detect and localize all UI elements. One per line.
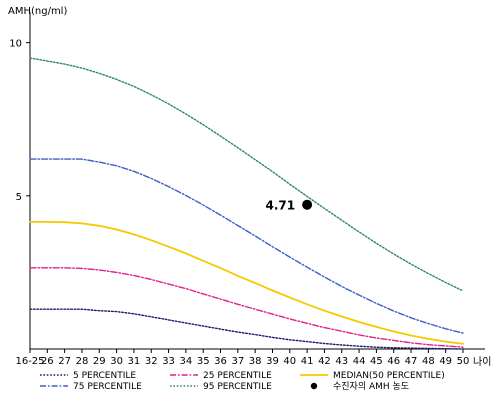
x-tick-label: 16-25 [15, 356, 44, 367]
patient-amh-marker [302, 199, 313, 210]
x-tick-label: 49 [439, 356, 452, 367]
legend-label: 25 PERCENTILE [203, 371, 272, 381]
x-tick-label: 47 [405, 356, 418, 367]
x-tick-label: 31 [128, 356, 141, 367]
series-line-75-percentile [29, 158, 464, 334]
x-tick-label: 29 [93, 356, 106, 367]
x-tick-label: 30 [110, 356, 123, 367]
legend-label: 75 PERCENTILE [73, 382, 142, 392]
x-tick-label: 33 [162, 356, 175, 367]
x-tick-label: 45 [370, 356, 383, 367]
x-tick-label: 40 [283, 356, 296, 367]
x-axis-title: 나이 [473, 356, 491, 368]
x-tick-label: 46 [387, 356, 400, 367]
x-tick-label: 37 [231, 356, 244, 367]
x-tick-label: 28 [76, 356, 89, 367]
legend-item: 75 PERCENTILE [40, 382, 142, 392]
annotation-layer: 4.71 [266, 199, 313, 213]
x-tick-label: 34 [180, 356, 193, 367]
legend-item: 5 PERCENTILE [40, 371, 136, 381]
legend-item: MEDIAN(50 PERCENTILE) [300, 371, 445, 381]
legend-item: 수진자의 AMH 농도 [310, 381, 409, 392]
x-tick-label: 44 [353, 356, 366, 367]
x-tick-label: 41 [301, 356, 314, 367]
legend-swatch-marker [310, 382, 318, 390]
x-tick-label: 42 [318, 356, 331, 367]
x-tick-label: 48 [422, 356, 435, 367]
series-layer [29, 57, 464, 350]
legend-label: 5 PERCENTILE [73, 371, 136, 381]
legend: 5 PERCENTILE 25 PERCENTILE MEDIAN(50 PERCE… [40, 371, 445, 392]
x-tick-label: 27 [58, 356, 71, 367]
legend-label: 95 PERCENTILE [203, 382, 272, 392]
legend-item: 25 PERCENTILE [170, 371, 272, 381]
x-tick-label: 36 [214, 356, 227, 367]
series-line-25-percentile [29, 267, 464, 348]
legend-label: MEDIAN(50 PERCENTILE) [333, 371, 445, 381]
legend-label: 수진자의 AMH 농도 [333, 381, 409, 392]
legend-item: 95 PERCENTILE [170, 382, 272, 392]
x-tick-label: 43 [335, 356, 348, 367]
y-tick-label: 10 [9, 39, 22, 50]
series-line-median-50-percentile [29, 220, 464, 345]
x-tick-label: 50 [457, 356, 470, 367]
x-tick-label: 26 [41, 356, 54, 367]
patient-amh-value-label: 4.71 [266, 199, 296, 213]
series-line-5-percentile [29, 308, 464, 350]
series-line-95-percentile [29, 57, 464, 292]
y-axis-title: AMH(ng/ml) [8, 6, 67, 17]
x-tick-label: 39 [266, 356, 279, 367]
x-tick-label: 32 [145, 356, 158, 367]
y-tick-label: 5 [16, 192, 22, 203]
x-tick-label: 38 [249, 356, 262, 367]
x-tick-label: 35 [197, 356, 210, 367]
